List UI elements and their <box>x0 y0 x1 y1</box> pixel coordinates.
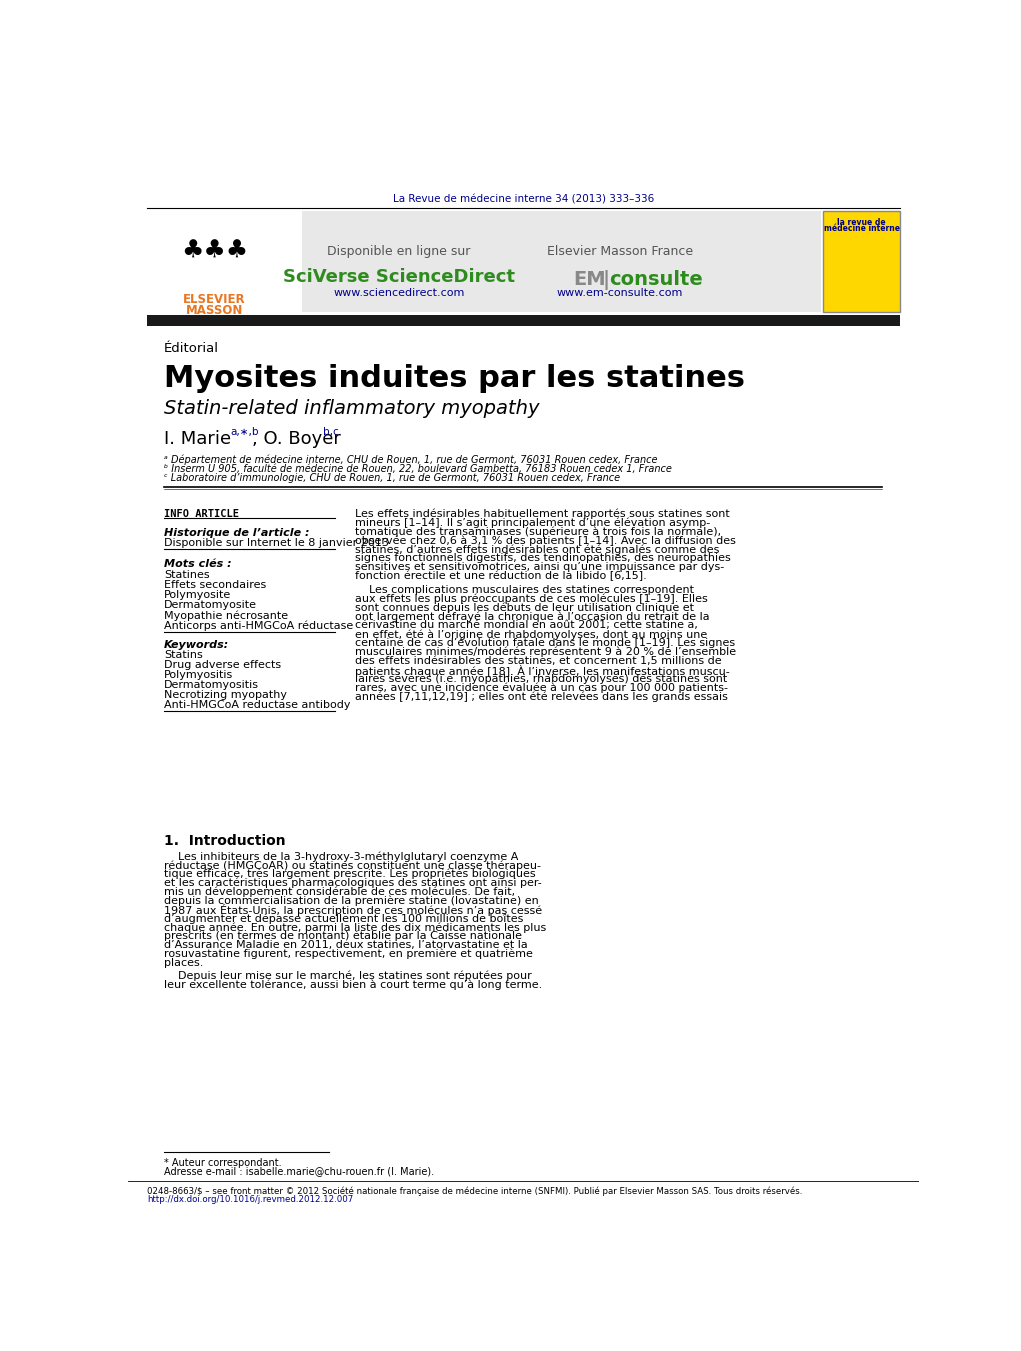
Text: Myosites induites par les statines: Myosites induites par les statines <box>164 363 745 393</box>
Text: 1.  Introduction: 1. Introduction <box>164 835 286 848</box>
Text: * Auteur correspondant.: * Auteur correspondant. <box>164 1158 282 1167</box>
Text: Statin-related inflammatory myopathy: Statin-related inflammatory myopathy <box>164 400 539 419</box>
Text: musculaires minimes/modérés représentent 9 à 20 % de l’ensemble: musculaires minimes/modérés représentent… <box>354 647 736 658</box>
Text: , O. Boyer: , O. Boyer <box>251 430 340 449</box>
Text: depuis la commercialisation de la première statine (lovastatine) en: depuis la commercialisation de la premiè… <box>164 896 539 907</box>
Text: Anti-HMGCoA reductase antibody: Anti-HMGCoA reductase antibody <box>164 700 350 709</box>
Text: leur excellente tolérance, aussi bien à court terme qu’à long terme.: leur excellente tolérance, aussi bien à … <box>164 979 542 989</box>
Text: http://dx.doi.org/10.1016/j.revmed.2012.12.007: http://dx.doi.org/10.1016/j.revmed.2012.… <box>147 1194 353 1204</box>
Text: Elsevier Masson France: Elsevier Masson France <box>546 246 693 258</box>
Text: cérivastine du marché mondial en août 2001; cette statine a,: cérivastine du marché mondial en août 20… <box>354 620 697 631</box>
Text: Statines: Statines <box>164 570 209 580</box>
Text: fonction érectile et une réduction de la libido [6,15].: fonction érectile et une réduction de la… <box>354 570 646 581</box>
Text: Les effets indésirables habituellement rapportés sous statines sont: Les effets indésirables habituellement r… <box>354 508 729 519</box>
Text: Drug adverse effects: Drug adverse effects <box>164 659 281 670</box>
Text: Historique de l’article :: Historique de l’article : <box>164 528 309 538</box>
FancyBboxPatch shape <box>147 211 302 312</box>
Text: www.em-consulte.com: www.em-consulte.com <box>556 288 683 297</box>
Text: Polymyosite: Polymyosite <box>164 590 232 600</box>
Text: ᶜ Laboratoire d’immunologie, CHU de Rouen, 1, rue de Germont, 76031 Rouen cedex,: ᶜ Laboratoire d’immunologie, CHU de Roue… <box>164 473 620 484</box>
Text: mis un développement considérable de ces molécules. De fait,: mis un développement considérable de ces… <box>164 886 516 897</box>
Text: 0248-8663/$ – see front matter © 2012 Société nationale française de médecine in: 0248-8663/$ – see front matter © 2012 So… <box>147 1186 803 1196</box>
Text: 1987 aux États-Unis, la prescription de ces molécules n’a pas cessé: 1987 aux États-Unis, la prescription de … <box>164 904 542 916</box>
Text: Disponible en ligne sur: Disponible en ligne sur <box>327 246 471 258</box>
Text: tique efficace, très largement prescrite. Les propriétés biologiques: tique efficace, très largement prescrite… <box>164 869 536 880</box>
Text: Mots clés :: Mots clés : <box>164 559 232 569</box>
Text: ᵇ Inserm U 905, faculté de médecine de Rouen, 22, boulevard Gambetta, 76183 Roue: ᵇ Inserm U 905, faculté de médecine de R… <box>164 463 672 474</box>
Text: rares, avec une incidence évaluée à un cas pour 100 000 patients-: rares, avec une incidence évaluée à un c… <box>354 682 728 693</box>
Text: Anticorps anti-HMGCoA réductase: Anticorps anti-HMGCoA réductase <box>164 620 353 631</box>
Text: Dermatomyosite: Dermatomyosite <box>164 600 257 611</box>
Text: observée chez 0,6 à 3,1 % des patients [1–14]. Avec la diffusion des: observée chez 0,6 à 3,1 % des patients [… <box>354 535 735 546</box>
Text: prescrits (en termes de montant) établie par la Caisse nationale: prescrits (en termes de montant) établie… <box>164 931 522 942</box>
Text: en effet, été à l’origine de rhabdomyolyses, dont au moins une: en effet, été à l’origine de rhabdomyoly… <box>354 630 707 639</box>
Text: laires sévères (i.e. myopathies, rhabdomyolyses) des statines sont: laires sévères (i.e. myopathies, rhabdom… <box>354 673 727 684</box>
Text: Adresse e-mail : isabelle.marie@chu-rouen.fr (I. Marie).: Adresse e-mail : isabelle.marie@chu-roue… <box>164 1166 434 1177</box>
Text: Necrotizing myopathy: Necrotizing myopathy <box>164 689 287 700</box>
FancyBboxPatch shape <box>823 211 900 312</box>
Text: b,c: b,c <box>323 427 339 436</box>
Text: ELSEVIER: ELSEVIER <box>183 293 246 307</box>
FancyBboxPatch shape <box>147 211 821 312</box>
Text: chaque année. En outre, parmi la liste des dix médicaments les plus: chaque année. En outre, parmi la liste d… <box>164 923 546 932</box>
Text: sensitives et sensitivomotrices, ainsi qu’une impuissance par dys-: sensitives et sensitivomotrices, ainsi q… <box>354 562 724 571</box>
Text: Polymyositis: Polymyositis <box>164 670 234 680</box>
Text: Dermatomyositis: Dermatomyositis <box>164 680 259 689</box>
Text: Éditorial: Éditorial <box>164 342 220 355</box>
Text: ♣♣♣: ♣♣♣ <box>181 239 248 262</box>
Text: Keywords:: Keywords: <box>164 639 230 650</box>
Text: ont largement défrayé la chronique à l’occasion du retrait de la: ont largement défrayé la chronique à l’o… <box>354 612 710 621</box>
Text: La Revue de médecine interne 34 (2013) 333–336: La Revue de médecine interne 34 (2013) 3… <box>393 195 654 204</box>
Text: d’Assurance Maladie en 2011, deux statines, l’atorvastatine et la: d’Assurance Maladie en 2011, deux statin… <box>164 940 528 950</box>
Text: mineurs [1–14]. Il s’agit principalement d’une élévation asymp-: mineurs [1–14]. Il s’agit principalement… <box>354 517 710 528</box>
Text: des effets indésirables des statines, et concernent 1,5 millions de: des effets indésirables des statines, et… <box>354 655 721 666</box>
Text: tomatique des transaminases (supérieure à trois fois la normale),: tomatique des transaminases (supérieure … <box>354 527 721 536</box>
Text: statines, d’autres effets indésirables ont été signalés comme des: statines, d’autres effets indésirables o… <box>354 544 719 554</box>
Text: Statins: Statins <box>164 650 203 659</box>
Text: places.: places. <box>164 958 203 967</box>
Text: Les inhibiteurs de la 3-hydroxy-3-méthylglutaryl coenzyme A: Les inhibiteurs de la 3-hydroxy-3-méthyl… <box>164 851 519 862</box>
Text: SciVerse ScienceDirect: SciVerse ScienceDirect <box>283 269 515 286</box>
Text: Effets secondaires: Effets secondaires <box>164 580 266 590</box>
Text: sont connues depuis les débuts de leur utilisation clinique et: sont connues depuis les débuts de leur u… <box>354 603 693 613</box>
Text: la revue de: la revue de <box>837 219 886 227</box>
Text: réductase (HMGCoAR) ou statines constituent une classe thérapeu-: réductase (HMGCoAR) ou statines constitu… <box>164 861 541 870</box>
Text: Depuis leur mise sur le marché, les statines sont réputées pour: Depuis leur mise sur le marché, les stat… <box>164 970 532 981</box>
Text: www.sciencedirect.com: www.sciencedirect.com <box>333 288 465 297</box>
Text: médecine interne: médecine interne <box>824 224 900 234</box>
Text: INFO ARTICLE: INFO ARTICLE <box>164 508 239 519</box>
Text: Myopathie nécrosante: Myopathie nécrosante <box>164 611 288 620</box>
Text: I. Marie: I. Marie <box>164 430 231 449</box>
Text: MASSON: MASSON <box>186 304 243 316</box>
Text: d’augmenter et dépasse actuellement les 100 millions de boîtes: d’augmenter et dépasse actuellement les … <box>164 913 524 924</box>
Text: a,∗,b: a,∗,b <box>231 427 259 436</box>
FancyBboxPatch shape <box>147 315 900 326</box>
Text: Disponible sur Internet le 8 janvier 2013: Disponible sur Internet le 8 janvier 201… <box>164 538 389 549</box>
Text: ᵃ Département de médecine interne, CHU de Rouen, 1, rue de Germont, 76031 Rouen : ᵃ Département de médecine interne, CHU d… <box>164 455 658 465</box>
Text: et les caractéristiques pharmacologiques des statines ont ainsi per-: et les caractéristiques pharmacologiques… <box>164 878 542 889</box>
Text: aux effets les plus préoccupants de ces molécules [1–19]. Elles: aux effets les plus préoccupants de ces … <box>354 593 708 604</box>
Text: centaine de cas d’évolution fatale dans le monde [1–19]. Les signes: centaine de cas d’évolution fatale dans … <box>354 638 735 648</box>
Text: consulte: consulte <box>609 270 702 289</box>
Text: Les complications musculaires des statines correspondent: Les complications musculaires des statin… <box>354 585 693 594</box>
Text: EM: EM <box>573 270 605 289</box>
Text: rosuvastatine figurent, respectivement, en première et quatrième: rosuvastatine figurent, respectivement, … <box>164 948 533 959</box>
Text: signes fonctionnels digestifs, des tendinopathies, des neuropathies: signes fonctionnels digestifs, des tendi… <box>354 553 730 563</box>
Text: patients chaque année [18]. À l’inverse, les manifestations muscu-: patients chaque année [18]. À l’inverse,… <box>354 665 729 677</box>
Text: |: | <box>602 270 610 290</box>
Text: années [7,11,12,19] ; elles ont été relevées dans les grands essais: années [7,11,12,19] ; elles ont été rele… <box>354 692 728 701</box>
